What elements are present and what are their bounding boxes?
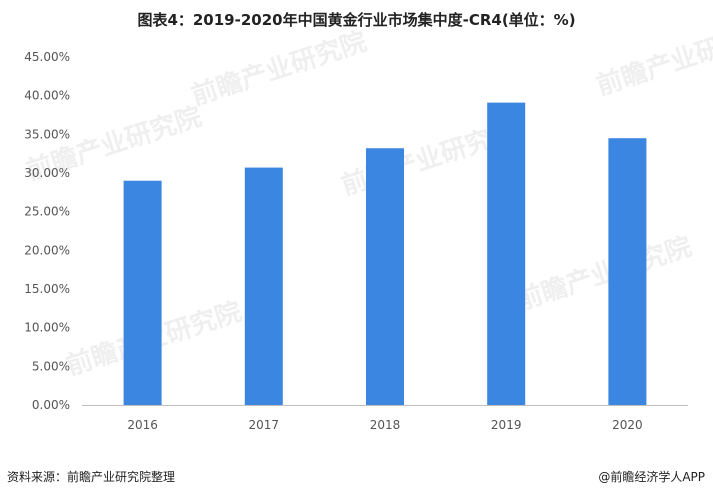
- watermark-text: 前瞻产业研究院: [188, 26, 371, 112]
- y-tick-label: 40.00%: [24, 89, 70, 103]
- x-tick-label: 2020: [612, 418, 643, 432]
- bar-2017: [244, 167, 283, 405]
- bar-2020: [608, 138, 647, 405]
- x-tick-label: 2018: [370, 418, 401, 432]
- y-tick-label: 35.00%: [24, 127, 70, 141]
- footer-brand: @前瞻经济学人APP: [598, 470, 705, 484]
- y-tick-label: 45.00%: [24, 50, 70, 64]
- y-tick-label: 30.00%: [24, 166, 70, 180]
- bar-2018: [366, 148, 404, 405]
- bars-group: [123, 102, 647, 406]
- y-tick-label: 0.00%: [32, 398, 70, 412]
- y-tick-label: 10.00%: [24, 321, 70, 335]
- bar-2016: [123, 180, 162, 405]
- x-axis-ticks: 2016 2017 2018 2019 2020: [127, 418, 642, 432]
- x-tick-label: 2016: [127, 418, 158, 432]
- y-axis-ticks: 0.00% 5.00% 10.00% 15.00% 20.00% 25.00% 30.00%…: [24, 50, 70, 412]
- bar-2019: [487, 102, 526, 406]
- y-tick-label: 25.00%: [24, 205, 70, 219]
- y-tick-label: 20.00%: [24, 243, 70, 257]
- watermark-text: 前瞻产业研究院: [513, 231, 696, 317]
- x-tick-label: 2019: [491, 418, 522, 432]
- watermark-text: 前瞻产业研究院: [593, 16, 713, 102]
- x-tick-label: 2017: [249, 418, 280, 432]
- chart-area: 前瞻产业研究院前瞻产业研究院前瞻产业研究院前瞻产业研究院前瞻产业研究院前瞻产业研…: [23, 16, 713, 432]
- y-tick-label: 15.00%: [24, 282, 70, 296]
- footer-source: 资料来源：前瞻产业研究院整理: [7, 470, 176, 484]
- y-tick-label: 5.00%: [32, 359, 70, 373]
- chart-title: 图表4：2019-2020年中国黄金行业市场集中度-CR4(单位：%): [137, 11, 576, 29]
